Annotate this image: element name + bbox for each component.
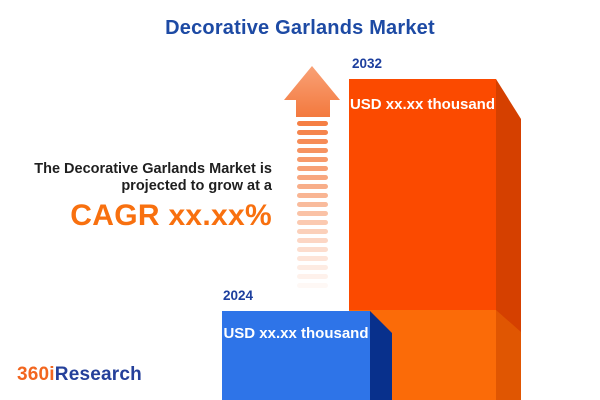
- intro-line-1: The Decorative Garlands Market is: [34, 161, 272, 177]
- bar-2024-side: [370, 311, 392, 400]
- intro-line-2: projected to grow at a: [121, 178, 272, 194]
- page-title: Decorative Garlands Market: [165, 17, 435, 39]
- brand-logo: 360iResearch: [17, 364, 142, 386]
- bar-2024-value-label: USD xx.xx thousand: [223, 325, 369, 342]
- brand-logo-prefix: 360i: [17, 364, 55, 385]
- growth-arrow-stripes: [297, 121, 328, 288]
- bar-2032-overlay-side: [496, 310, 521, 400]
- bar-2032-value-label: USD xx.xx thousand: [349, 96, 496, 113]
- bar-2024-face: [222, 311, 370, 400]
- growth-arrow-icon: [284, 66, 340, 288]
- cagr-value: CAGR xx.xx%: [70, 199, 272, 232]
- growth-arrow-head: [284, 66, 340, 117]
- intro-text: The Decorative Garlands Market is projec…: [2, 161, 272, 195]
- brand-logo-suffix: Research: [54, 364, 142, 385]
- bar-2032-year-label: 2032: [352, 56, 383, 71]
- bar-2024-year-label: 2024: [223, 288, 254, 303]
